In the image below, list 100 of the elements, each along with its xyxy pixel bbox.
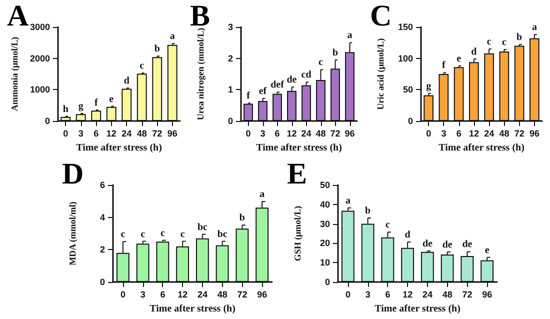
annotation: a	[345, 195, 350, 206]
x-tick-label: 72	[462, 290, 472, 300]
annotation: g	[78, 100, 84, 112]
annotation: c	[160, 228, 166, 239]
y-tick-label: 0	[408, 116, 413, 126]
annotation: de	[442, 239, 453, 250]
annotation: a	[532, 22, 537, 34]
annotation: f	[94, 98, 98, 109]
annotation: c	[140, 228, 146, 240]
x-tick-label: 72	[330, 128, 340, 138]
x-tick-label: 12	[286, 128, 297, 138]
y-axis-title: Urea nitrogen (mmol/L)	[196, 28, 206, 120]
annotation: a	[260, 188, 265, 200]
annotation: c	[486, 36, 492, 48]
x-tick-label: 3	[441, 128, 446, 138]
y-axis-title: MDA (mmol/ml)	[68, 202, 78, 266]
y-tick-label: 2000	[30, 53, 50, 64]
x-tick-label: 12	[402, 290, 413, 300]
y-tick-label: 0	[100, 277, 105, 287]
x-tick-label: 0	[63, 128, 68, 138]
y-axis-title: Ammonia (μmol/L)	[10, 36, 20, 112]
annotation: bc	[217, 228, 228, 240]
x-tick-label: 96	[344, 128, 355, 138]
annotation: c	[502, 37, 507, 48]
x-axis-title: Time after stress (h)	[150, 304, 236, 314]
x-axis-title: Time after stress (h)	[76, 142, 162, 154]
y-tick-label: 20	[320, 238, 330, 248]
y-tick-label: 4	[100, 212, 105, 222]
y-tick-label: 50	[402, 84, 413, 95]
annotation: b	[365, 205, 372, 216]
annotation: f	[442, 60, 446, 72]
x-tick-label: 24	[122, 128, 132, 138]
x-tick-label: 12	[106, 128, 116, 138]
annotation: c	[318, 57, 324, 68]
x-tick-label: 72	[152, 128, 162, 138]
x-tick-label: 48	[316, 128, 326, 138]
y-axis-title: GSH (μmol/L)	[292, 206, 302, 262]
y-tick-label: 0	[228, 116, 233, 126]
annotation: h	[62, 104, 69, 115]
x-tick-label: 48	[217, 290, 228, 300]
annotation: a	[347, 30, 352, 42]
chart-title: A	[7, 0, 29, 32]
annotation: b	[239, 212, 246, 224]
x-tick-label: 0	[426, 128, 432, 138]
y-tick-label: 3	[228, 22, 233, 32]
annotation: de	[422, 238, 433, 250]
x-tick-label: 24	[422, 290, 432, 300]
x-tick-label: 96	[167, 128, 178, 138]
annotation: d	[404, 230, 411, 241]
annotation: d	[471, 46, 478, 58]
x-tick-label: 0	[120, 290, 126, 300]
y-tick-label: 1	[228, 84, 233, 95]
y-axis-title: Uric acid (μmol/L)	[376, 38, 386, 110]
x-tick-label: 48	[499, 128, 510, 138]
y-tick-label: 2	[100, 244, 105, 255]
annotation: c	[385, 220, 390, 231]
annotation: ef	[258, 86, 268, 97]
x-tick-label: 48	[442, 290, 452, 300]
y-tick-label: 6	[100, 180, 105, 190]
x-tick-label: 24	[197, 290, 208, 300]
x-tick-label: 3	[365, 290, 370, 300]
annotation: de	[286, 74, 298, 86]
x-tick-label: 72	[514, 128, 524, 138]
x-tick-label: 0	[345, 290, 350, 300]
x-axis-title: Time after stress (h)	[374, 304, 460, 314]
x-tick-label: 6	[456, 128, 462, 138]
annotation: c	[120, 229, 126, 240]
y-tick-label: 50	[320, 180, 330, 190]
y-tick-label: 0	[324, 277, 330, 287]
x-tick-label: 12	[468, 128, 479, 138]
x-tick-label: 24	[484, 128, 494, 138]
annotation: a	[170, 31, 175, 42]
annotation: e	[484, 244, 490, 256]
y-tick-label: 1000	[30, 84, 50, 95]
y-tick-label: 30	[320, 218, 330, 229]
annotation: f	[246, 90, 251, 102]
y-tick-label: 10	[320, 258, 330, 268]
chart-title: C	[370, 0, 392, 32]
annotation: b	[332, 47, 338, 58]
chart-title: E	[287, 158, 308, 190]
y-tick-label: 2	[228, 53, 233, 64]
annotation: def	[270, 80, 285, 91]
x-tick-label: 0	[246, 128, 251, 138]
annotation: b	[154, 44, 160, 55]
x-tick-label: 48	[136, 128, 147, 138]
x-tick-label: 3	[140, 290, 146, 300]
x-tick-label: 6	[160, 290, 166, 300]
x-axis-title: Time after stress (h)	[256, 142, 342, 154]
x-tick-label: 6	[274, 128, 280, 138]
annotation: c	[180, 228, 186, 240]
x-tick-label: 96	[529, 128, 540, 138]
y-tick-label: 150	[398, 22, 413, 32]
annotation: de	[462, 239, 473, 250]
x-tick-label: 12	[178, 290, 188, 300]
x-tick-label: 96	[257, 290, 268, 300]
x-tick-label: 72	[237, 290, 248, 300]
x-tick-label: 96	[482, 290, 492, 300]
x-tick-label: 3	[260, 128, 266, 138]
annotation: b	[516, 32, 523, 44]
x-tick-label: 3	[78, 128, 84, 138]
